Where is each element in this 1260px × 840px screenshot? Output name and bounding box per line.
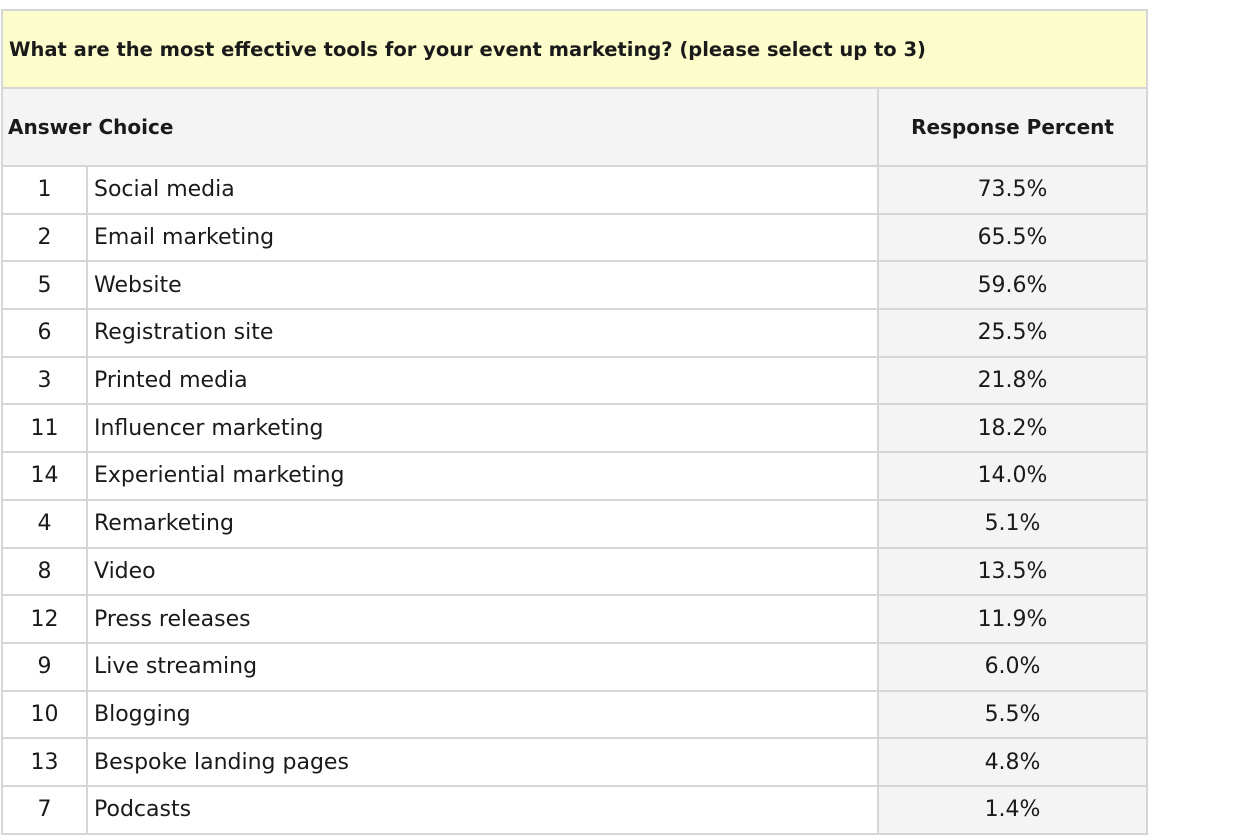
- survey-results-table: What are the most effective tools for yo…: [0, 9, 1149, 835]
- answer-choice-header: Answer Choice: [1, 87, 879, 167]
- row-answer-label: Live streaming: [86, 641, 879, 692]
- row-response-percent: 11.9%: [876, 594, 1149, 644]
- row-response-percent: 6.0%: [876, 641, 1149, 692]
- table-row: 3 Printed media 21.8%: [1, 355, 1149, 406]
- question-row: What are the most effective tools for yo…: [0, 9, 1149, 89]
- table-row: 8 Video 13.5%: [1, 546, 1149, 597]
- row-answer-label: Email marketing: [86, 212, 879, 263]
- row-answer-label: Printed media: [86, 355, 879, 406]
- row-rank: 5: [1, 260, 88, 311]
- row-rank: 3: [1, 355, 88, 406]
- row-rank: 6: [1, 308, 88, 358]
- survey-question: What are the most effective tools for yo…: [0, 9, 1149, 89]
- row-response-percent: 65.5%: [876, 212, 1149, 263]
- row-answer-label: Website: [86, 260, 879, 311]
- row-response-percent: 73.5%: [876, 165, 1149, 215]
- row-response-percent: 5.5%: [876, 689, 1149, 740]
- row-rank: 14: [1, 451, 88, 501]
- row-answer-label: Remarketing: [86, 498, 879, 549]
- row-rank: 4: [1, 498, 88, 549]
- row-answer-label: Influencer marketing: [86, 403, 879, 454]
- row-response-percent: 13.5%: [876, 546, 1149, 597]
- table-row: 14 Experiential marketing 14.0%: [1, 451, 1149, 501]
- table-row: 2 Email marketing 65.5%: [1, 212, 1149, 263]
- row-response-percent: 18.2%: [876, 403, 1149, 454]
- row-rank: 2: [1, 212, 88, 263]
- row-answer-label: Experiential marketing: [86, 451, 879, 501]
- table-row: 9 Live streaming 6.0%: [1, 641, 1149, 692]
- row-response-percent: 4.8%: [876, 737, 1149, 787]
- row-rank: 11: [1, 403, 88, 454]
- row-response-percent: 59.6%: [876, 260, 1149, 311]
- row-response-percent: 21.8%: [876, 355, 1149, 406]
- table-row: 7 Podcasts 1.4%: [1, 784, 1149, 835]
- row-answer-label: Podcasts: [86, 784, 879, 835]
- table-row: 6 Registration site 25.5%: [1, 308, 1149, 358]
- row-answer-label: Registration site: [86, 308, 879, 358]
- row-answer-label: Video: [86, 546, 879, 597]
- row-response-percent: 1.4%: [876, 784, 1149, 835]
- table-row: 12 Press releases 11.9%: [1, 594, 1149, 644]
- row-answer-label: Social media: [86, 165, 879, 215]
- row-answer-label: Blogging: [86, 689, 879, 740]
- row-rank: 9: [1, 641, 88, 692]
- row-response-percent: 14.0%: [876, 451, 1149, 501]
- response-percent-header: Response Percent: [876, 87, 1149, 167]
- table-row: 13 Bespoke landing pages 4.8%: [1, 737, 1149, 787]
- table-row: 5 Website 59.6%: [1, 260, 1149, 311]
- row-answer-label: Press releases: [86, 594, 879, 644]
- row-rank: 1: [1, 165, 88, 215]
- header-row: Answer Choice Response Percent: [1, 87, 1149, 167]
- table-row: 4 Remarketing 5.1%: [1, 498, 1149, 549]
- row-rank: 10: [1, 689, 88, 740]
- row-rank: 12: [1, 594, 88, 644]
- row-rank: 8: [1, 546, 88, 597]
- table-row: 10 Blogging 5.5%: [1, 689, 1149, 740]
- table-row: 11 Influencer marketing 18.2%: [1, 403, 1149, 454]
- row-rank: 7: [1, 784, 88, 835]
- row-answer-label: Bespoke landing pages: [86, 737, 879, 787]
- row-rank: 13: [1, 737, 88, 787]
- row-response-percent: 25.5%: [876, 308, 1149, 358]
- table-row: 1 Social media 73.5%: [1, 165, 1149, 215]
- row-response-percent: 5.1%: [876, 498, 1149, 549]
